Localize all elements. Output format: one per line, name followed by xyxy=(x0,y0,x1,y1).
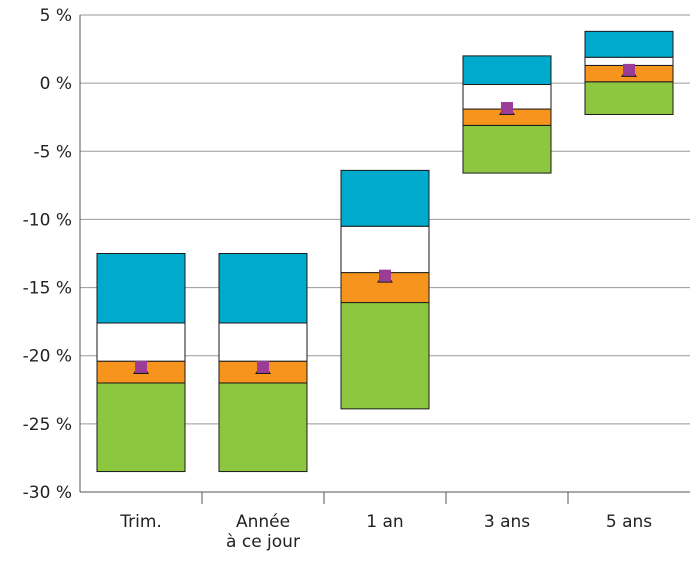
bars xyxy=(96,30,674,473)
x-category-label: 3 ans xyxy=(484,512,530,532)
performance-marker xyxy=(499,102,515,116)
performance-marker xyxy=(255,360,271,374)
bar-segment xyxy=(462,55,552,86)
markers xyxy=(133,63,637,374)
bar-segment xyxy=(218,322,308,362)
performance-marker xyxy=(621,63,637,77)
bar-segment xyxy=(340,169,430,227)
x-category-label: Année xyxy=(236,512,290,532)
bar-segment xyxy=(96,382,186,473)
bar-segment xyxy=(340,302,430,410)
y-tick-label: -15 % xyxy=(23,279,72,299)
bar-segment xyxy=(584,30,674,58)
marker-square xyxy=(135,360,147,373)
y-tick-label: -5 % xyxy=(33,142,72,162)
labels: 5 % 0 % -5 % -10 % -15 % -20 % -25 % -30 % Trim.… xyxy=(23,6,653,552)
bar-group xyxy=(340,169,430,410)
bar-segment xyxy=(96,322,186,362)
y-tick-label: 5 % xyxy=(40,6,72,26)
bar-group xyxy=(462,55,552,174)
bar-segment xyxy=(218,253,308,324)
bar-segment xyxy=(96,253,186,324)
y-tick-label: -10 % xyxy=(23,210,72,230)
y-tick-label: -30 % xyxy=(23,483,72,503)
x-category-label: Trim. xyxy=(119,512,162,532)
y-tick-label: -25 % xyxy=(23,415,72,435)
x-category-label: 1 an xyxy=(366,512,403,532)
x-category-label: à ce jour xyxy=(226,532,300,552)
performance-marker xyxy=(377,269,393,283)
marker-square xyxy=(257,360,269,373)
bar-segment xyxy=(340,225,430,274)
axes xyxy=(79,15,690,504)
marker-square xyxy=(379,269,391,282)
bar-segment xyxy=(462,124,552,174)
marker-square xyxy=(623,63,635,76)
bar-segment xyxy=(584,81,674,115)
y-tick-label: 0 % xyxy=(40,74,72,94)
x-category-label: 5 ans xyxy=(606,512,652,532)
marker-square xyxy=(501,102,513,115)
bar-segment xyxy=(218,382,308,473)
bar-group xyxy=(218,253,308,473)
y-tick-label: -20 % xyxy=(23,347,72,367)
performance-marker xyxy=(133,360,149,374)
